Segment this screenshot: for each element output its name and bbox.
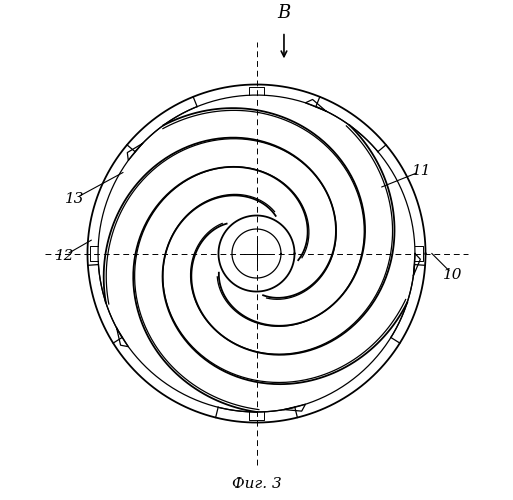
Text: 11: 11 bbox=[411, 164, 431, 178]
Text: В: В bbox=[278, 4, 290, 22]
Text: 10: 10 bbox=[443, 268, 463, 281]
Text: Фиг. 3: Фиг. 3 bbox=[232, 477, 281, 491]
Text: 13: 13 bbox=[65, 192, 85, 205]
Text: 12: 12 bbox=[54, 248, 74, 262]
